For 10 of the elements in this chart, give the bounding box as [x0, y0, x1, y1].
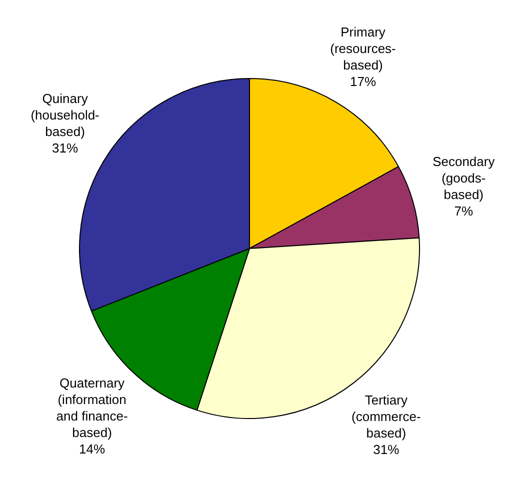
slice-label: Quaternary (information and finance-based)	[56, 376, 128, 440]
slice-label: Quinary (household-based)	[30, 90, 100, 139]
data-label: 31%	[52, 140, 79, 156]
slice-label: Primary (resources-based)	[330, 24, 396, 72]
slice-label: Secondary (goods-based)	[432, 154, 496, 202]
data-label: 31%	[373, 442, 400, 457]
slice-label: Tertiary (commerce-based)	[352, 392, 421, 440]
data-label: 17%	[350, 74, 376, 89]
data-label: 14%	[79, 442, 106, 457]
data-label: 7%	[454, 204, 474, 219]
